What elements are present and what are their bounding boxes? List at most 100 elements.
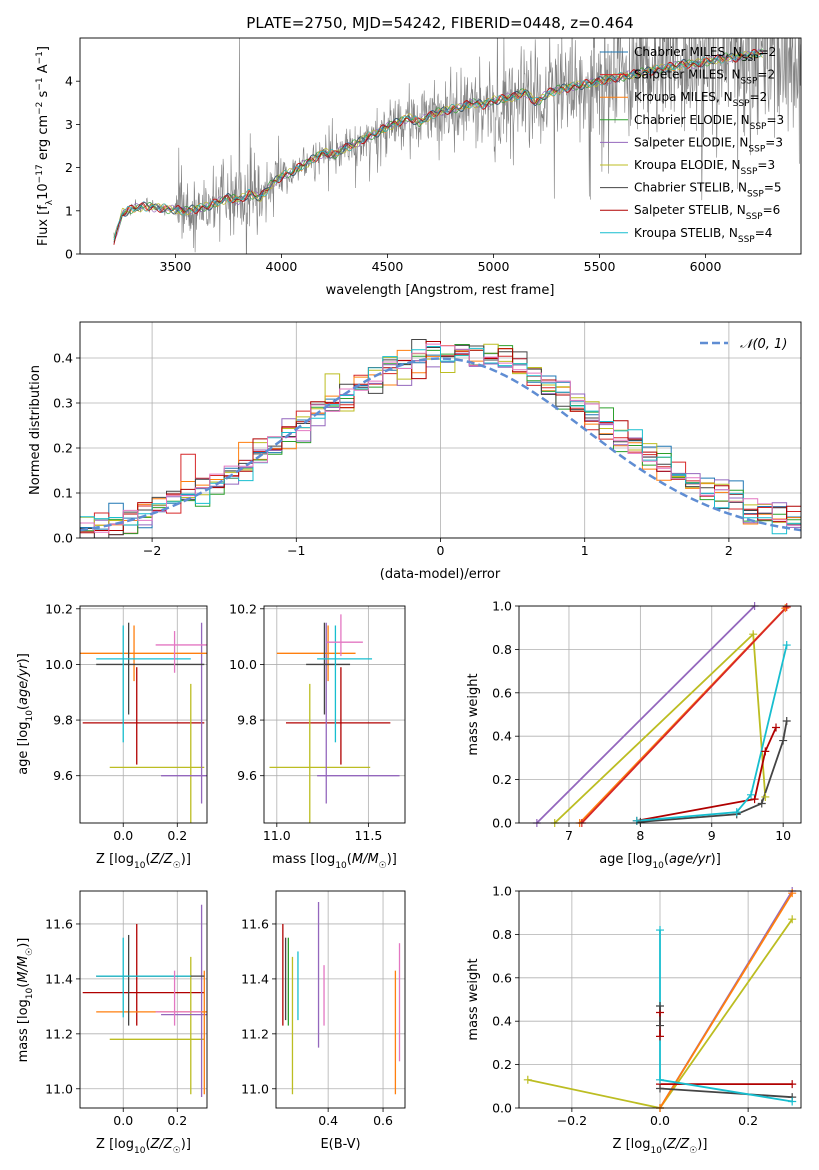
mass-weight-marker <box>779 736 788 745</box>
y-tick-label: 9.8 <box>53 713 73 728</box>
mass-weight-line <box>636 644 788 822</box>
x-axis-label: E(B-V) <box>320 1137 360 1152</box>
plot-area <box>519 891 801 1108</box>
mass-weight-marker <box>523 1075 532 1084</box>
mass-weight-line <box>659 892 793 1108</box>
x-tick-label: 2 <box>725 543 733 558</box>
legend: Chabrier MILES, NSSP=2 Salpeter MILES, NS… <box>600 45 784 245</box>
mass-weight-marker <box>636 817 645 826</box>
x-tick-label: 0.2 <box>167 1113 187 1128</box>
x-tick-label: 10 <box>775 828 791 843</box>
normal-curve <box>80 357 801 532</box>
y-tick-label: 1.0 <box>492 884 512 899</box>
plot-area <box>113 38 801 254</box>
y-tick-label: 0 <box>65 247 73 262</box>
residual-histogram <box>80 343 801 526</box>
y-tick-label: 0.3 <box>53 396 73 411</box>
y-tick-label: 0.2 <box>53 441 73 456</box>
y-tick-label: 0.1 <box>53 486 73 501</box>
y-axis-label: mass weight <box>466 673 481 755</box>
chart-panel-2: 0.0 0.2 9.6 9.8 10.0 10.2 <box>45 601 208 843</box>
y-tick-label: 2 <box>65 160 73 175</box>
legend-entry: Salpeter STELIB, NSSP=6 <box>634 203 780 222</box>
x-axis-label: mass [log10(M/M☉)] <box>272 852 397 871</box>
y-tick-label: 0.2 <box>492 772 512 787</box>
y-tick-label: 9.8 <box>237 713 257 728</box>
mass-weight-marker <box>782 641 791 650</box>
y-tick-label: 0.4 <box>53 351 73 366</box>
mass-weight-marker <box>781 604 790 613</box>
mass-weight-line <box>581 606 788 823</box>
observed-spectrum <box>113 38 801 254</box>
x-tick-label: 0.4 <box>318 1113 338 1128</box>
legend-entry: Salpeter MILES, NSSP=2 <box>634 68 775 87</box>
chart-panel-3: 11.0 11.5 9.6 9.8 10.0 10.2 <box>229 601 406 843</box>
x-tick-label: −1 <box>287 543 305 558</box>
plot-area <box>264 606 405 823</box>
x-axis-label: Z [log10(Z/Z☉)] <box>613 1137 708 1156</box>
x-tick-label: 0.0 <box>113 1113 133 1128</box>
y-tick-label: 11.2 <box>241 1026 269 1041</box>
x-tick-label: 7 <box>565 828 573 843</box>
y-axis-label: Normed distribution <box>28 365 43 495</box>
mass-weight-marker <box>656 1075 664 1084</box>
y-tick-label: 11.4 <box>45 971 73 986</box>
residual-histogram <box>80 343 801 533</box>
legend-entry: Chabrier ELODIE, NSSP=3 <box>634 113 784 132</box>
y-tick-label: 11.0 <box>45 1081 73 1096</box>
plot-area <box>80 606 207 823</box>
mass-weight-marker <box>772 723 781 732</box>
chart-panel-4: 7 8 9 10 0.0 0.2 0.4 0.6 0.8 1.0 <box>492 599 802 843</box>
y-tick-label: 0.2 <box>492 1057 512 1072</box>
x-tick-label: −0.2 <box>557 1113 587 1128</box>
chart-panel-0: 3500 4000 4500 5000 5500 6000 0 1 2 3 4 Chabrier MI… <box>65 37 802 274</box>
y-tick-label: 10.0 <box>229 657 257 672</box>
axes-frame <box>518 890 802 1109</box>
x-tick-label: 0.2 <box>738 1113 758 1128</box>
y-axis-label: mass weight <box>466 958 481 1040</box>
y-tick-label: 4 <box>65 74 73 89</box>
y-tick-label: 11.0 <box>241 1081 269 1096</box>
y-tick-label: 0.0 <box>492 816 512 831</box>
axes-frame <box>275 890 406 1109</box>
y-tick-label: 11.6 <box>241 916 269 931</box>
x-tick-label: 5000 <box>478 259 510 274</box>
mass-weight-marker <box>782 603 791 612</box>
mass-weight-marker <box>761 792 770 801</box>
mass-weight-marker <box>632 816 641 825</box>
y-tick-label: 1 <box>65 203 73 218</box>
legend-entry: Kroupa STELIB, NSSP=4 <box>634 226 772 245</box>
y-tick-label: 9.6 <box>237 768 257 783</box>
legend: 𝒩(0, 1) <box>700 337 787 352</box>
mass-weight-marker <box>732 808 741 817</box>
plot-area <box>80 891 207 1108</box>
legend-entry: Kroupa MILES, NSSP=2 <box>634 90 767 109</box>
model-spectrum <box>113 51 764 241</box>
x-tick-label: 0.2 <box>167 828 187 843</box>
y-tick-label: 11.2 <box>45 1026 73 1041</box>
x-tick-label: 5500 <box>584 259 616 274</box>
mass-weight-marker <box>747 790 756 799</box>
legend-entry: 𝒩(0, 1) <box>740 337 787 352</box>
y-tick-label: 0.4 <box>492 1014 512 1029</box>
legend-entry: Salpeter ELODIE, NSSP=3 <box>634 135 783 154</box>
axes-frame <box>79 37 802 255</box>
x-axis-label: Z [log10(Z/Z☉)] <box>96 1137 191 1156</box>
plot-area <box>519 606 801 823</box>
y-axis-label: Flux [fλ10−17 erg cm−2 s−1 A−1] <box>35 46 55 246</box>
axes-frame <box>79 890 208 1109</box>
y-tick-label: 0.4 <box>492 729 512 744</box>
x-tick-label: 1 <box>581 543 589 558</box>
mass-weight-marker <box>656 1002 664 1011</box>
mass-weight-marker <box>656 1084 664 1093</box>
x-tick-label: 11.5 <box>354 828 382 843</box>
chart-panel-6: 0.4 0.6 11.0 11.2 11.4 11.6 <box>241 890 406 1128</box>
chart-panel-5: 0.0 0.2 11.0 11.2 11.4 11.6 <box>45 890 208 1128</box>
y-tick-label: 0.0 <box>492 1101 512 1116</box>
legend-entry: Chabrier MILES, NSSP=2 <box>634 45 776 64</box>
y-tick-label: 11.6 <box>45 916 73 931</box>
mass-weight-marker <box>656 1032 664 1041</box>
axes-frame <box>518 605 802 824</box>
mass-weight-line <box>527 918 793 1108</box>
